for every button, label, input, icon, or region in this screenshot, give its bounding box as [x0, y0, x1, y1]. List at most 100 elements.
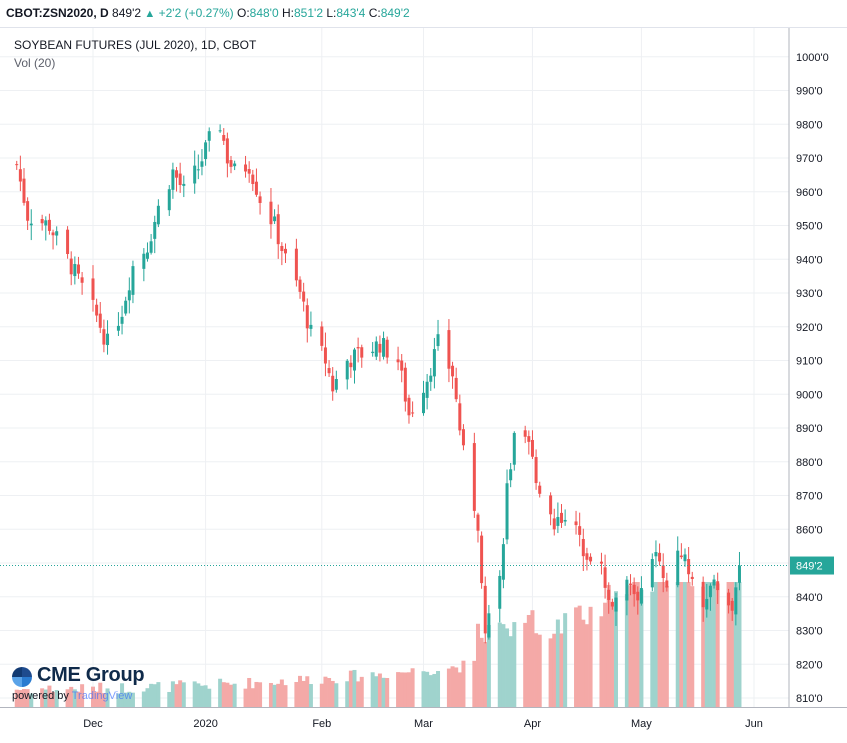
candle-body[interactable] [356, 347, 360, 349]
candle-body[interactable] [527, 436, 531, 442]
candle-body[interactable] [294, 248, 298, 281]
candle-body[interactable] [676, 550, 680, 586]
candle-body[interactable] [650, 559, 654, 588]
candle-body[interactable] [701, 581, 705, 608]
candle-body[interactable] [639, 588, 643, 604]
candle-body[interactable] [360, 347, 364, 358]
candle-body[interactable] [73, 264, 77, 277]
candle-body[interactable] [530, 439, 534, 457]
candle-body[interactable] [512, 432, 516, 465]
candle-body[interactable] [273, 216, 277, 222]
candle-body[interactable] [716, 581, 720, 591]
candle-body[interactable] [258, 196, 262, 203]
candle-body[interactable] [91, 278, 95, 300]
candle-body[interactable] [407, 397, 411, 416]
candle-body[interactable] [374, 341, 378, 357]
candle-body[interactable] [145, 252, 149, 259]
candle-body[interactable] [244, 164, 248, 172]
candle-body[interactable] [636, 591, 640, 601]
candle-body[interactable] [95, 304, 99, 316]
candle-body[interactable] [40, 219, 44, 224]
candle-body[interactable] [552, 518, 556, 530]
candle-body[interactable] [371, 351, 375, 354]
candle-body[interactable] [534, 457, 538, 484]
candle-body[interactable] [665, 580, 669, 588]
price-chart[interactable]: 1000'0 990'0 980'0 970'0 960'0 950'0 940'0 930'… [0, 28, 847, 743]
candle-body[interactable] [106, 333, 110, 346]
candle-body[interactable] [436, 334, 440, 347]
candle-body[interactable] [15, 164, 19, 166]
candle-body[interactable] [29, 223, 33, 226]
candle-body[interactable] [658, 552, 662, 562]
candle-body[interactable] [385, 339, 389, 358]
candle-body[interactable] [487, 613, 491, 638]
candle-body[interactable] [298, 279, 302, 292]
candle-body[interactable] [454, 377, 458, 400]
candle-body[interactable] [175, 170, 179, 178]
candle-body[interactable] [66, 229, 70, 255]
candle-body[interactable] [599, 561, 603, 564]
candle-body[interactable] [737, 565, 741, 583]
candle-body[interactable] [69, 258, 73, 275]
candle-body[interactable] [251, 174, 255, 185]
candle-body[interactable] [26, 201, 30, 221]
candle-body[interactable] [327, 368, 331, 374]
candle-body[interactable] [320, 326, 324, 346]
candle-body[interactable] [556, 517, 560, 526]
price-axis[interactable]: 1000'0 990'0 980'0 970'0 960'0 950'0 940'0 930'… [796, 52, 829, 705]
candle-body[interactable] [727, 592, 731, 606]
candle-body[interactable] [153, 221, 157, 239]
candle-body[interactable] [222, 135, 226, 141]
candle-body[interactable] [247, 169, 251, 174]
candle-body[interactable] [218, 130, 222, 132]
candle-body[interactable] [429, 375, 433, 382]
symbol-label[interactable]: CBOT:ZSN2020, D [6, 6, 109, 20]
candle-body[interactable] [345, 360, 349, 380]
candle-body[interactable] [708, 585, 712, 598]
candle-body[interactable] [171, 169, 175, 190]
price-axis-bg[interactable] [789, 28, 847, 708]
candle-body[interactable] [480, 535, 484, 584]
candle-body[interactable] [563, 519, 567, 522]
candle-body[interactable] [607, 589, 611, 600]
candle-body[interactable] [349, 362, 353, 368]
candle-body[interactable] [167, 189, 171, 211]
candle-body[interactable] [178, 173, 182, 186]
candle-body[interactable] [196, 169, 200, 171]
candle-body[interactable] [22, 178, 26, 203]
candle-body[interactable] [654, 552, 658, 557]
candle-body[interactable] [432, 349, 436, 377]
candle-body[interactable] [331, 375, 335, 392]
candle-body[interactable] [403, 367, 407, 402]
candle-body[interactable] [352, 349, 356, 371]
candle-body[interactable] [661, 565, 665, 579]
candle-body[interactable] [687, 559, 691, 575]
candle-body[interactable] [334, 378, 338, 390]
candle-body[interactable] [690, 576, 694, 579]
candle-body[interactable] [149, 241, 153, 253]
candle-body[interactable] [280, 245, 284, 251]
candle-body[interactable] [182, 183, 186, 186]
candle-body[interactable] [124, 300, 128, 314]
candle-body[interactable] [127, 290, 131, 301]
candle-body[interactable] [483, 585, 487, 634]
candlesticks[interactable] [15, 124, 741, 644]
candle-body[interactable] [18, 169, 22, 182]
candle-body[interactable] [581, 538, 585, 557]
candle-body[interactable] [501, 544, 505, 580]
candle-body[interactable] [451, 365, 455, 377]
candle-body[interactable] [632, 584, 636, 595]
candle-body[interactable] [229, 160, 233, 167]
candle-body[interactable] [509, 469, 513, 481]
candle-body[interactable] [589, 556, 593, 562]
candle-body[interactable] [131, 266, 135, 295]
candle-body[interactable] [472, 443, 476, 511]
candle-body[interactable] [505, 483, 509, 540]
candle-body[interactable] [476, 514, 480, 531]
candle-body[interactable] [283, 248, 287, 254]
candle-body[interactable] [200, 161, 204, 167]
candle-body[interactable] [156, 205, 160, 225]
candle-body[interactable] [458, 403, 462, 431]
candle-body[interactable] [98, 313, 102, 328]
candle-body[interactable] [47, 219, 51, 231]
